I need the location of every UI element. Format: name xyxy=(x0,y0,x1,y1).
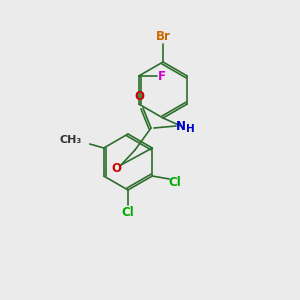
Text: CH₃: CH₃ xyxy=(59,135,82,145)
Text: Cl: Cl xyxy=(122,206,134,220)
Text: H: H xyxy=(186,124,194,134)
Text: O: O xyxy=(134,91,144,103)
Text: Cl: Cl xyxy=(169,176,182,190)
Text: N: N xyxy=(176,119,186,133)
Text: Br: Br xyxy=(156,31,170,44)
Text: F: F xyxy=(158,70,166,83)
Text: O: O xyxy=(111,161,121,175)
